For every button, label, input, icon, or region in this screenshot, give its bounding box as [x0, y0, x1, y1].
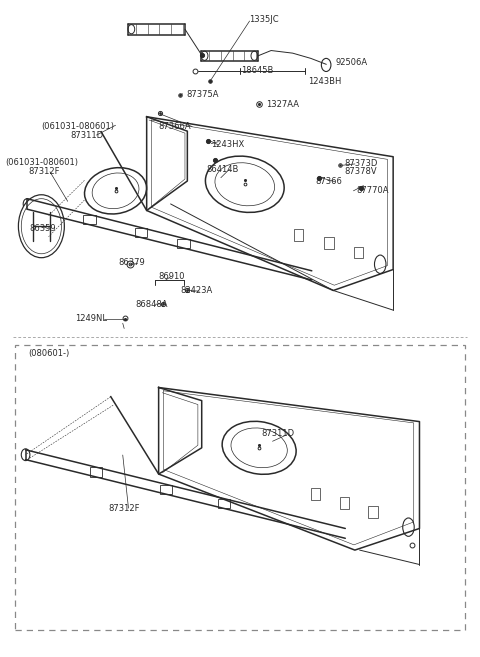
Text: 87312F: 87312F [108, 504, 140, 512]
Text: 1249NL: 1249NL [75, 313, 107, 323]
Bar [311, 487, 321, 499]
Text: 87311D: 87311D [262, 429, 295, 438]
Text: (061031-080601): (061031-080601) [5, 158, 79, 167]
Text: 87375A: 87375A [186, 90, 219, 99]
Text: 1243BH: 1243BH [309, 77, 342, 86]
Text: (080601-): (080601-) [28, 349, 70, 358]
Text: 1243HX: 1243HX [211, 140, 244, 148]
Text: 87366A: 87366A [158, 122, 191, 131]
Text: 18645B: 18645B [241, 66, 274, 76]
Text: 87311D: 87311D [70, 131, 103, 139]
Text: 86848A: 86848A [136, 300, 168, 309]
Circle shape [18, 194, 64, 258]
Bar [354, 246, 363, 258]
Text: 92506A: 92506A [336, 58, 368, 67]
Bar [160, 485, 172, 494]
Text: 87312F: 87312F [28, 168, 60, 176]
Text: 82423A: 82423A [180, 286, 213, 295]
Text: 86910: 86910 [158, 271, 185, 281]
Bar [84, 215, 96, 224]
Bar [368, 506, 378, 518]
Text: 87378V: 87378V [344, 168, 377, 176]
Bar [178, 238, 190, 248]
Bar [294, 229, 303, 240]
Bar [339, 497, 349, 509]
Text: 87366: 87366 [316, 177, 343, 186]
Text: 86359: 86359 [29, 224, 56, 233]
Bar [217, 499, 230, 508]
Text: 86379: 86379 [118, 258, 144, 267]
Text: (061031-080601): (061031-080601) [41, 122, 114, 131]
Text: 1335JC: 1335JC [250, 14, 279, 24]
Text: 1327AA: 1327AA [266, 100, 300, 109]
Bar [90, 467, 102, 476]
Text: 87770A: 87770A [356, 187, 389, 195]
Text: 87373D: 87373D [344, 159, 378, 168]
Text: 86414B: 86414B [206, 165, 239, 173]
Bar [135, 228, 147, 237]
Bar [324, 237, 334, 249]
